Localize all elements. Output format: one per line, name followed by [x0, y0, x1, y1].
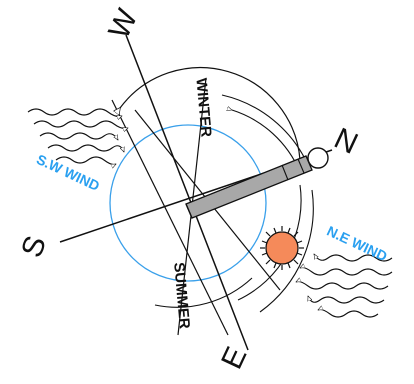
summer-outer-arc — [259, 189, 314, 313]
south-label: S — [15, 232, 53, 262]
winter-arc — [120, 67, 301, 161]
summer-sun-line — [111, 99, 229, 336]
northeast-wind-lines — [296, 254, 393, 318]
building-block — [185, 155, 313, 219]
west-east-axis — [125, 34, 249, 351]
sun-icon — [260, 226, 304, 270]
moon-icon — [307, 147, 329, 169]
east-label: E — [215, 342, 253, 374]
winter-outer-arc — [221, 94, 309, 166]
orbit-circle — [109, 124, 267, 282]
west-label: W — [102, 4, 144, 44]
summer-lower-arc — [154, 277, 253, 308]
northeast-wind-label: N.E WIND — [324, 223, 389, 265]
southwest-wind-lines — [27, 108, 128, 165]
winter-label: WINTER — [192, 77, 214, 138]
north-label: N — [329, 122, 363, 161]
summer-label: SUMMER — [170, 262, 193, 330]
